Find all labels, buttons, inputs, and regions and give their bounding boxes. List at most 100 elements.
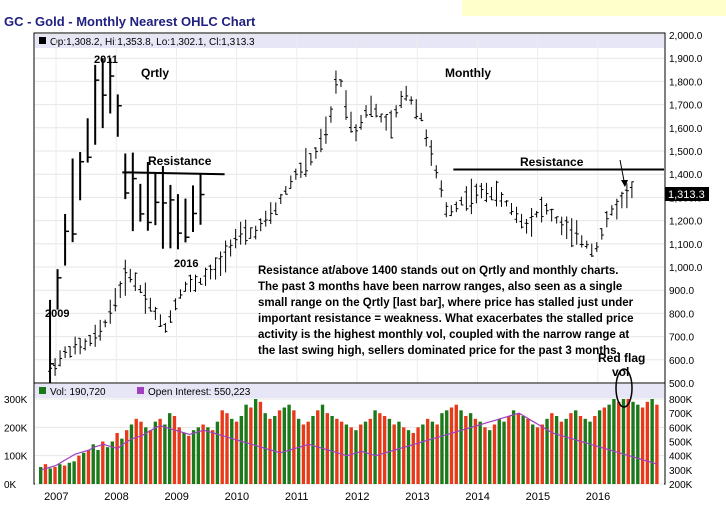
volume-bar bbox=[507, 416, 511, 484]
oi-tick-label: 800K bbox=[669, 395, 693, 406]
volume-bar bbox=[172, 416, 177, 484]
volume-bar bbox=[397, 421, 401, 484]
volume-bar bbox=[62, 465, 67, 484]
price-tick-label: 1,100.0 bbox=[669, 240, 703, 251]
volume-bar bbox=[39, 467, 43, 484]
volume-bar bbox=[124, 430, 129, 484]
x-axis-labels: 2007 2008 2009 2010 2011 2012 2013 2014 2015 2016 bbox=[44, 491, 610, 503]
volume-bar bbox=[277, 410, 282, 484]
price-tick-label: 1,800.0 bbox=[669, 77, 703, 88]
vol-legend-swatch bbox=[39, 387, 46, 394]
price-tick-label: 500.0 bbox=[669, 379, 694, 390]
volume-bar bbox=[215, 421, 220, 484]
volume-bar bbox=[86, 450, 91, 484]
volume-bar bbox=[53, 467, 57, 484]
price-tick-label: 1,500.0 bbox=[669, 147, 703, 158]
volume-bar bbox=[273, 416, 277, 484]
oi-tick-label: 600K bbox=[669, 423, 693, 434]
volume-bar bbox=[144, 427, 148, 484]
volume-bar bbox=[593, 416, 597, 484]
volume-bar bbox=[96, 450, 100, 484]
volume-bar bbox=[249, 407, 253, 484]
volume-bar bbox=[148, 430, 153, 484]
oi-tick-label: 500K bbox=[669, 438, 693, 449]
volume-bar bbox=[120, 438, 124, 484]
price-tick-label: 1,400.0 bbox=[669, 170, 703, 181]
volume-bar bbox=[535, 427, 540, 484]
x-tick-label: 2007 bbox=[44, 491, 68, 503]
volume-bar bbox=[191, 430, 196, 484]
volume-bar bbox=[253, 399, 258, 484]
volume-bar bbox=[320, 404, 325, 484]
volume-bar bbox=[48, 468, 52, 484]
volume-bar bbox=[158, 418, 162, 484]
volume-bar bbox=[187, 435, 191, 484]
price-tick-label: 1,200.0 bbox=[669, 217, 703, 228]
vol-tick-label: 0K bbox=[4, 480, 17, 491]
arrow-head bbox=[621, 180, 628, 187]
volume-bar bbox=[583, 418, 587, 484]
oi-tick-label: 200K bbox=[669, 480, 693, 491]
volume-bar bbox=[153, 421, 158, 484]
volume-bar bbox=[110, 441, 115, 484]
volume-bar bbox=[488, 430, 492, 484]
volume-bar bbox=[411, 433, 415, 484]
volume-bar bbox=[521, 416, 525, 484]
volume-header-band bbox=[35, 384, 664, 398]
volume-bar bbox=[43, 464, 48, 484]
label-resistance-qrtly: Resistance bbox=[148, 154, 212, 168]
commentary-line: small range on the Qrtly [last bar], whe… bbox=[258, 297, 634, 309]
commentary-line: activity is the highest monthly vol, cou… bbox=[258, 329, 629, 341]
top-right-band bbox=[462, 0, 726, 16]
volume-bar bbox=[72, 461, 76, 484]
volume-bar bbox=[554, 416, 559, 484]
oi-readout: Open Interest: 550,223 bbox=[148, 387, 251, 398]
price-tick-label: 1,700.0 bbox=[669, 101, 703, 112]
volume-bar bbox=[607, 404, 611, 484]
volume-bar bbox=[206, 427, 210, 484]
volume-bar bbox=[67, 462, 72, 484]
oi-legend-swatch bbox=[137, 387, 144, 394]
volume-bar bbox=[344, 424, 349, 484]
volume-bar bbox=[230, 418, 234, 484]
price-tick-label: 1,900.0 bbox=[669, 54, 703, 65]
volume-bar bbox=[287, 404, 291, 484]
volume-bar bbox=[435, 424, 439, 484]
vol-tick-label: 200K bbox=[4, 423, 28, 434]
volume-bar bbox=[167, 413, 172, 484]
volume-bar bbox=[425, 418, 430, 484]
volume-bar bbox=[636, 404, 640, 484]
volume-bar bbox=[139, 421, 143, 484]
ohlc-readout: Op:1,308.2, Hi:1,353.8, Lo:1,302.1, Cl:1… bbox=[50, 37, 255, 48]
volume-bar bbox=[516, 413, 521, 484]
volume-bar bbox=[359, 424, 363, 484]
volume-bar bbox=[540, 424, 544, 484]
volume-bar bbox=[234, 421, 239, 484]
x-tick-label: 2014 bbox=[465, 491, 489, 503]
label-2016: 2016 bbox=[174, 258, 198, 270]
commentary-line: important resistance = weakness. What ex… bbox=[258, 313, 634, 325]
label-qrtly: Qrtly bbox=[141, 66, 169, 80]
oi-tick-label: 700K bbox=[669, 409, 693, 420]
volume-bar bbox=[574, 410, 578, 484]
volume-series bbox=[39, 399, 659, 484]
volume-bar bbox=[602, 407, 607, 484]
volume-bar bbox=[478, 421, 482, 484]
volume-bar bbox=[421, 424, 425, 484]
red-flag-circle bbox=[615, 368, 633, 408]
price-tick-label: 800.0 bbox=[669, 309, 694, 320]
vol-readout: Vol: 190,720 bbox=[50, 387, 106, 398]
volume-bar bbox=[402, 427, 406, 484]
volume-bar bbox=[449, 407, 454, 484]
red-flag-label: Red flag bbox=[598, 351, 645, 365]
commentary-line: the last swing high, sellers dominated p… bbox=[258, 345, 620, 357]
commentary-line: Resistance at/above 1400 stands out on Q… bbox=[258, 265, 618, 277]
volume-bar bbox=[440, 413, 444, 484]
volume-bar bbox=[545, 418, 549, 484]
volume-bar bbox=[445, 410, 449, 484]
volume-bar bbox=[105, 447, 110, 484]
monthly-ohlc-series bbox=[48, 70, 634, 376]
volume-bar bbox=[292, 410, 296, 484]
volume-bar bbox=[559, 421, 564, 484]
volume-bar bbox=[268, 418, 272, 484]
